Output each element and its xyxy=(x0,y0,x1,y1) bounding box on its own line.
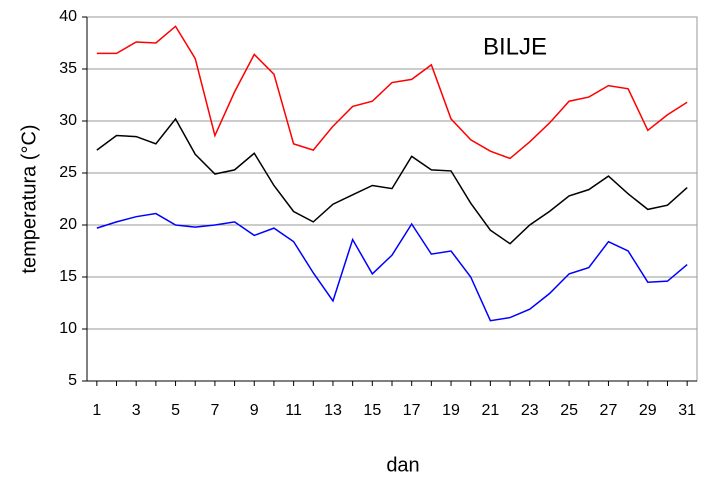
x-tick-label: 7 xyxy=(210,402,219,419)
y-tick-label: 30 xyxy=(59,112,77,129)
series-line xyxy=(96,212,688,322)
chart-title: BILJE xyxy=(483,33,547,60)
x-tick-label: 15 xyxy=(363,402,381,419)
x-tick-label: 19 xyxy=(442,402,460,419)
y-tick-label: 15 xyxy=(59,268,77,285)
y-tick-label: 25 xyxy=(59,164,77,181)
x-axis-label: dan xyxy=(386,454,419,476)
y-tick-label: 35 xyxy=(59,60,77,77)
y-tick-label: 5 xyxy=(68,372,77,389)
x-tick-label: 23 xyxy=(521,402,539,419)
x-tick-label: 13 xyxy=(324,402,342,419)
y-axis-label: temperatura (°C) xyxy=(18,124,40,273)
x-tick-label: 5 xyxy=(171,402,180,419)
x-tick-label: 17 xyxy=(403,402,421,419)
y-tick-label: 10 xyxy=(59,320,77,337)
x-tick-label: 29 xyxy=(639,402,657,419)
x-tick-label: 1 xyxy=(92,402,101,419)
x-tick-label: 25 xyxy=(560,402,578,419)
series-line xyxy=(96,25,688,160)
x-tick-label: 31 xyxy=(678,402,696,419)
plot-frame xyxy=(86,16,698,382)
x-tick-label: 9 xyxy=(250,402,259,419)
x-tick-label: 3 xyxy=(132,402,141,419)
y-tick-label: 40 xyxy=(59,8,77,25)
x-tick-label: 27 xyxy=(600,402,618,419)
series-line xyxy=(96,117,688,245)
x-tick-label: 21 xyxy=(481,402,499,419)
y-tick-label: 20 xyxy=(59,216,77,233)
x-tick-label: 11 xyxy=(285,402,302,419)
